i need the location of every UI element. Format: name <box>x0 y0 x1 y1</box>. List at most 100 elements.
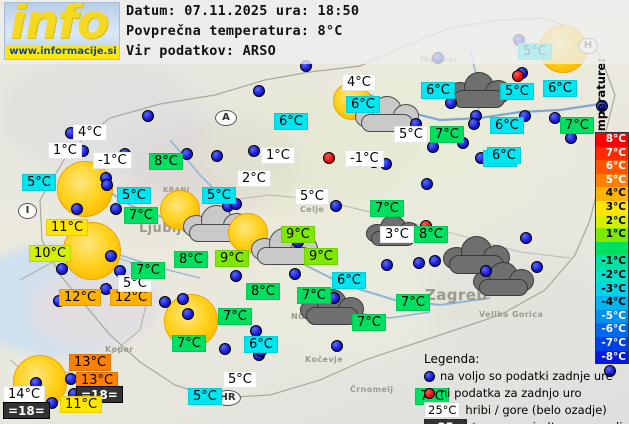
legend-label-available: na voljo so podatki zadnje ure <box>440 369 613 383</box>
station-dot-available[interactable] <box>56 263 68 275</box>
scale-row: 2°C <box>596 214 628 229</box>
station-dot-available[interactable] <box>110 203 122 215</box>
red-dot-icon <box>424 387 435 399</box>
temperature-label: 5°C <box>117 187 151 204</box>
station-dot-available[interactable] <box>381 259 393 271</box>
temperature-label: 13°C <box>76 372 119 389</box>
scale-row: -6°C <box>596 323 628 337</box>
scale-row: 1°C <box>596 228 628 242</box>
scale-row: -7°C <box>596 336 628 351</box>
scale-row: -3°C <box>596 282 628 297</box>
station-dot-missing[interactable] <box>512 70 524 82</box>
temperature-label: 11°C <box>60 396 103 413</box>
temperature-label: 7°C <box>430 126 464 143</box>
logo-wordmark: info <box>10 2 109 50</box>
scale-row: 7°C <box>596 146 628 161</box>
station-dot-available[interactable] <box>105 250 117 262</box>
station-dot-available[interactable] <box>248 145 260 157</box>
station-dot-available[interactable] <box>421 178 433 190</box>
hill-temperature-label: 4°C <box>73 124 107 141</box>
country-code-a: A <box>215 110 237 126</box>
temperature-label: 5°C <box>22 174 56 191</box>
station-dot-available[interactable] <box>596 100 608 112</box>
scale-row: 8°C <box>596 133 628 147</box>
legend-chip-hills: 25°C <box>424 402 461 418</box>
station-dot-available[interactable] <box>182 308 194 320</box>
hill-temperature-label: 1°C <box>48 142 82 159</box>
legend-label-sea: temp. morja (temno ozadje) <box>472 420 629 424</box>
hill-temperature-label: 5°C <box>118 275 152 292</box>
dark-cloud-icon <box>300 285 364 329</box>
temperature-label: 9°C <box>304 248 338 265</box>
hill-temperature-label: -1°C <box>345 150 384 167</box>
hill-temperature-label: 5°C <box>295 188 329 205</box>
temperature-label: 9°C <box>281 226 315 243</box>
temperature-label: 11°C <box>46 219 89 236</box>
legend-label-missing: ni podatka za zadnjo uro <box>440 386 582 400</box>
station-dot-available[interactable] <box>219 343 231 355</box>
station-dot-available[interactable] <box>468 118 480 130</box>
legend-row-available: na voljo so podatki zadnje ure <box>424 368 629 384</box>
temperature-label: 10°C <box>29 245 72 262</box>
station-dot-available[interactable] <box>330 200 342 212</box>
station-dot-available[interactable] <box>289 268 301 280</box>
station-dot-available[interactable] <box>604 365 616 377</box>
info-logo[interactable]: info www.informacije.si <box>4 2 120 60</box>
hill-temperature-label: 5°C <box>223 371 257 388</box>
station-dot-available[interactable] <box>253 85 265 97</box>
country-code-i: I <box>18 203 37 219</box>
scale-bar: 8°C 7°C 6°C 5°C 4°C 3°C 2°C 1°C -1°C -2°C -3°C -4°C… <box>595 132 629 365</box>
legend-title: Legenda: <box>424 352 480 366</box>
logo-url-strip: www.informacije.si <box>5 45 119 59</box>
legend-label-hills: hribi / gore (belo ozadje) <box>465 403 607 417</box>
station-dot-available[interactable] <box>159 296 171 308</box>
blue-dot-icon <box>424 370 435 382</box>
header-average-temperature: Povprečna temperatura: 8°C <box>126 23 343 39</box>
temperature-label: 8°C <box>414 226 448 243</box>
station-dot-available[interactable] <box>429 255 441 267</box>
header-datetime: Datum: 07.11.2025 ura: 18:50 <box>126 3 360 19</box>
dark-cloud-icon <box>473 258 534 300</box>
station-dot-available[interactable] <box>211 150 223 162</box>
temperature-label: 7°C <box>124 207 158 224</box>
station-dot-available[interactable] <box>101 179 113 191</box>
legend-row-missing: ni podatka za zadnjo uro <box>424 385 629 401</box>
scale-row: 3°C <box>596 200 628 215</box>
cloud-puff <box>453 90 505 108</box>
station-dot-available[interactable] <box>230 270 242 282</box>
hill-temperature-label: -1°C <box>93 152 132 169</box>
temperature-label: 6°C <box>346 96 380 113</box>
place-name: Koper <box>105 345 134 354</box>
place-name: Celje <box>300 205 325 214</box>
temperature-label: 6°C <box>543 80 577 97</box>
temperature-label: 8°C <box>149 153 183 170</box>
temperature-label: 6°C <box>274 113 308 130</box>
scale-row: -1°C <box>596 255 628 269</box>
hill-temperature-label: 5°C <box>394 126 428 143</box>
station-dot-available[interactable] <box>531 261 543 273</box>
station-dot-available[interactable] <box>177 293 189 305</box>
station-dot-available[interactable] <box>413 257 425 269</box>
scale-row: 5°C <box>596 173 628 188</box>
temperature-label: 6°C <box>421 82 455 99</box>
temperature-label: 5°C <box>202 187 236 204</box>
scale-row <box>596 241 628 256</box>
legend-chip-sea: =25= <box>424 419 468 424</box>
temperature-label: 7°C <box>396 294 430 311</box>
station-dot-available[interactable] <box>142 110 154 122</box>
place-name: Črnomelj <box>350 385 394 394</box>
station-dot-available[interactable] <box>480 265 492 277</box>
cloud-puff <box>478 278 529 296</box>
station-dot-missing[interactable] <box>323 152 335 164</box>
temperature-label: 6°C <box>332 272 366 289</box>
temperature-label: 12°C <box>59 289 102 306</box>
scale-row: -4°C <box>596 296 628 310</box>
legend: Legenda: na voljo so podatki zadnje ure … <box>424 352 629 424</box>
temperature-deviation-scale: Odstopanje od povprečne temperature: 8°C… <box>571 58 629 365</box>
station-dot-available[interactable] <box>331 340 343 352</box>
station-dot-available[interactable] <box>520 232 532 244</box>
temperature-label: 7°C <box>218 308 252 325</box>
station-dot-available[interactable] <box>71 203 83 215</box>
temperature-label: 8°C <box>174 251 208 268</box>
